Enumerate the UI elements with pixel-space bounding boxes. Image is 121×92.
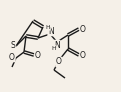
Text: O: O (80, 51, 86, 60)
Text: H: H (52, 46, 56, 51)
Text: N: N (54, 40, 60, 49)
Text: H: H (46, 25, 50, 30)
Text: N: N (48, 26, 54, 36)
Text: S: S (11, 41, 15, 51)
Text: O: O (56, 58, 62, 67)
Text: O: O (80, 24, 86, 33)
Text: O: O (9, 53, 15, 61)
Text: O: O (35, 51, 41, 60)
